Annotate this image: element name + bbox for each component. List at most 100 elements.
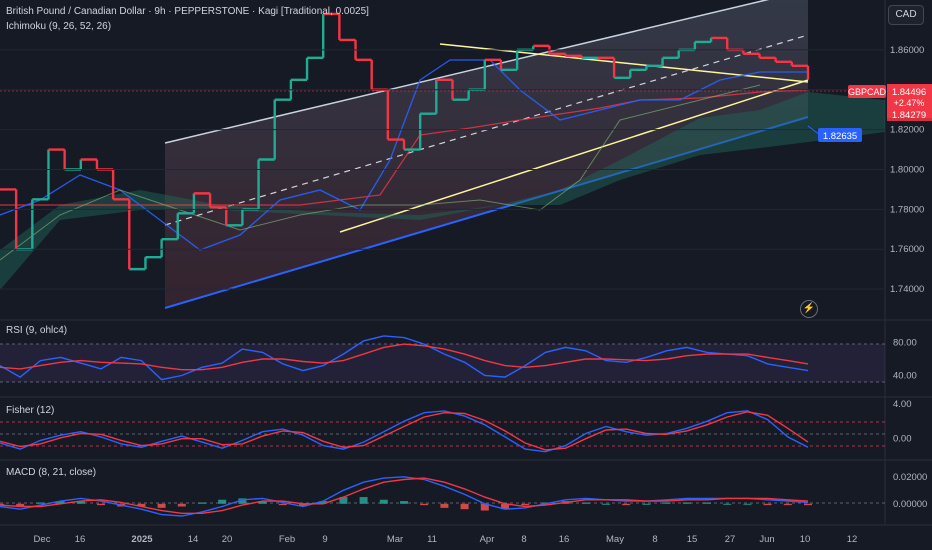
time-tick-label: 20 <box>222 534 233 545</box>
macd-hist-bar <box>339 497 348 504</box>
macd-hist-bar <box>581 502 590 504</box>
price-tick-label: 1.86000 <box>890 45 924 56</box>
price-badge-change: +2.47% <box>894 98 925 108</box>
macd-hist-bar <box>804 503 812 506</box>
macd-hist-bar <box>622 503 631 506</box>
price-badge-value: 1.84496 <box>892 87 926 98</box>
macd-hist-bar <box>137 503 146 507</box>
macd-hist-bar <box>278 503 287 506</box>
macd-hist-bar <box>763 503 772 506</box>
symbol-badge <box>848 85 886 98</box>
macd-line <box>0 476 809 517</box>
time-tick-label: 10 <box>800 534 811 545</box>
fisher-trigger-line <box>0 411 809 451</box>
regression-channel <box>165 0 808 308</box>
macd-hist-bar <box>379 499 388 504</box>
time-tick-label: 16 <box>559 534 570 545</box>
price-tick-label: 1.80000 <box>890 164 924 175</box>
indicator-tick-label: 4.00 <box>893 399 912 410</box>
time-tick-label: 2025 <box>131 534 153 545</box>
macd-hist-bar <box>218 499 227 504</box>
macd-hist-bar <box>97 503 105 506</box>
time-tick-label: 15 <box>687 534 698 545</box>
time-axis-ticks: Dec 16 2025 14 20 Feb 9 Mar 11 Apr 8 16 May 8 15 27 Jun 1… <box>34 534 858 545</box>
macd-hist-bar <box>420 503 429 506</box>
rsi-line <box>0 335 809 381</box>
time-tick-label: 9 <box>322 534 327 545</box>
macd-hist-bar <box>460 503 469 510</box>
time-tick-label: May <box>606 534 624 545</box>
macd-hist-bar <box>238 498 247 504</box>
rsi-label[interactable]: RSI (9, ohlc4) <box>6 325 68 336</box>
time-tick-label: 12 <box>847 534 858 545</box>
macd-hist-bar <box>521 503 530 506</box>
channel-upper-line <box>164 0 770 144</box>
time-tick-label: 8 <box>652 534 657 545</box>
price-tick-label: 1.74000 <box>890 284 924 295</box>
price-tick-label: 1.82000 <box>890 125 924 136</box>
macd-hist-bar <box>16 503 25 507</box>
indicator-tick-label: 0.00000 <box>893 499 927 510</box>
channel-lower-line <box>164 116 809 309</box>
fisher-label[interactable]: Fisher (12) <box>6 405 55 416</box>
macd-hist-bar <box>177 503 186 507</box>
chart-title: British Pound / Canadian Dollar · 9h · P… <box>6 6 369 17</box>
indicator-tick-label: 0.00 <box>893 434 912 445</box>
fisher-pane <box>0 410 885 453</box>
macd-hist-bar <box>198 502 206 504</box>
indicator-tick-label: 0.02000 <box>893 472 927 483</box>
price-axis-ticks: 1.860001.840001.820001.800001.780001.760… <box>0 45 924 295</box>
macd-label[interactable]: MACD (8, 21, close) <box>6 467 97 478</box>
rsi-signal-line <box>0 343 809 371</box>
time-tick-label: Dec <box>34 534 51 545</box>
fisher-line <box>0 410 809 453</box>
macd-hist-bar <box>743 503 752 505</box>
time-tick-label: Mar <box>387 534 403 545</box>
indicator-axis-ticks: 80.00 40.00 4.00 0.00 0.02000 0.00000 <box>893 338 927 510</box>
symbol-badge-text: GBPCAD <box>848 87 887 97</box>
macd-hist-bar <box>480 503 489 511</box>
macd-pane <box>0 476 885 517</box>
currency-button[interactable]: CAD <box>888 5 924 25</box>
macd-hist-bar <box>703 502 711 504</box>
ichimoku-lagging <box>0 84 761 261</box>
level2-badge-text: 1.84279 <box>892 110 926 121</box>
macd-hist-bar <box>662 502 671 504</box>
main-pane <box>0 0 885 309</box>
ichimoku-tenkan <box>0 59 808 251</box>
trend-line-lower <box>339 79 809 233</box>
macd-hist-bar <box>682 502 691 504</box>
macd-hist-bar <box>723 503 732 505</box>
indicator-tick-label: 80.00 <box>893 338 917 349</box>
macd-hist-bar <box>440 503 449 508</box>
time-tick-label: 14 <box>188 534 199 545</box>
time-tick-label: 11 <box>427 534 437 545</box>
rsi-band <box>0 344 885 382</box>
macd-hist-bar <box>501 503 509 510</box>
macd-hist-bar <box>319 501 328 504</box>
price-tick-label: 1.76000 <box>890 244 924 255</box>
macd-hist-bar <box>359 497 368 504</box>
macd-hist-bar <box>258 501 267 504</box>
macd-hist-bar <box>783 503 792 506</box>
macd-hist-bar <box>76 501 85 504</box>
macd-hist-bar <box>602 503 610 505</box>
time-tick-label: 16 <box>75 534 86 545</box>
channel-level-badge <box>818 128 862 142</box>
time-tick-label: Feb <box>279 534 295 545</box>
ichimoku-label[interactable]: Ichimoku (9, 26, 52, 26) <box>6 21 112 32</box>
time-tick-label: Apr <box>480 534 495 545</box>
macd-hist-bar <box>0 503 4 506</box>
time-tick-label: 27 <box>725 534 736 545</box>
time-tick-label: Jun <box>759 534 774 545</box>
lightning-icon[interactable]: ⚡ <box>800 300 818 318</box>
level2-badge <box>887 108 932 121</box>
macd-hist-bar <box>157 503 166 508</box>
macd-hist-bar <box>299 503 307 507</box>
channel-level-text: 1.82635 <box>823 131 857 142</box>
price-badges: GBPCAD 1.84496 +2.47% 1.84279 1.82635 <box>807 84 932 142</box>
ichimoku-cloud <box>0 92 885 290</box>
indicator-tick-label: 40.00 <box>893 371 917 382</box>
macd-hist-bar <box>400 501 408 504</box>
